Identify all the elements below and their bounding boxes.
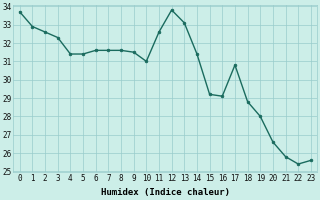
X-axis label: Humidex (Indice chaleur): Humidex (Indice chaleur)	[101, 188, 230, 197]
